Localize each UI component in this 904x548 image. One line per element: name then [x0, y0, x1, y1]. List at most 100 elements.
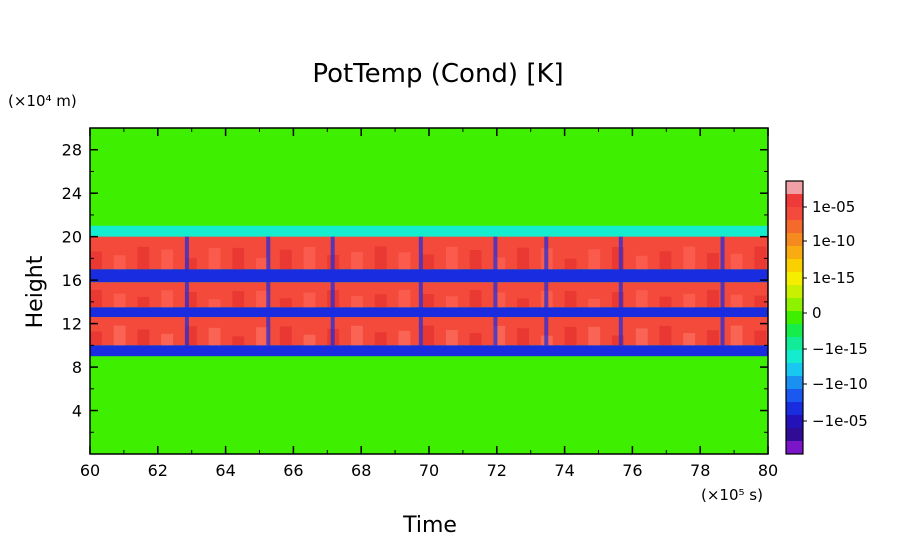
texture-strip — [588, 249, 601, 270]
texture-strip — [659, 325, 672, 346]
texture-strip — [137, 246, 150, 270]
texture-strip — [398, 252, 411, 270]
x-tick-label: 80 — [758, 461, 778, 480]
texture-strip — [374, 332, 387, 346]
layer-break — [493, 236, 498, 346]
texture-strip — [445, 296, 458, 308]
colorbar: 1e-05 1e-10 1e-15 0 −1e-15 −1e-10 −1e-05 — [785, 180, 868, 455]
x-tick-label: 70 — [419, 461, 439, 480]
texture-strip — [659, 296, 672, 308]
texture-strip — [612, 247, 624, 270]
band-blue-band-2 — [90, 307, 768, 318]
layer-break — [266, 236, 271, 346]
colorbar-swatch — [786, 246, 803, 260]
colorbar-swatch — [786, 428, 803, 442]
texture-strip — [588, 298, 601, 308]
x-tick-label: 66 — [283, 461, 303, 480]
colorbar-swatch — [786, 233, 803, 247]
x-tick-label: 74 — [554, 461, 574, 480]
colorbar-label: 1e-05 — [812, 198, 855, 216]
layer-break — [618, 236, 623, 346]
texture-strip — [398, 330, 411, 346]
texture-strip — [256, 257, 268, 270]
texture-strip — [90, 331, 102, 346]
texture-strip — [232, 291, 245, 308]
texture-strip — [90, 251, 102, 270]
texture-strip — [303, 292, 316, 308]
texture-strip — [754, 330, 767, 346]
colorbar-swatch — [786, 415, 803, 429]
y-tick-label: 28 — [62, 141, 82, 160]
texture-strip — [683, 246, 696, 270]
texture-strip — [754, 246, 767, 270]
texture-strip — [445, 246, 458, 270]
x-axis-label: Time — [402, 513, 457, 538]
texture-strip — [351, 296, 363, 308]
layer-break — [184, 236, 189, 346]
colorbar-label: 0 — [812, 304, 822, 322]
x-tick-label: 78 — [690, 461, 710, 480]
chart-title: PotTemp (Cond) [K] — [312, 59, 563, 89]
texture-strip — [659, 251, 672, 270]
texture-strip — [374, 294, 387, 308]
texture-strip — [469, 250, 482, 270]
colorbar-swatch — [786, 363, 803, 377]
y-tick-label: 12 — [62, 315, 82, 334]
axes: 60 62 64 66 68 70 72 74 76 78 80 4 8 12 16 20 24 28 — [62, 127, 778, 480]
texture-strip — [303, 246, 316, 270]
texture-strip — [612, 335, 624, 346]
texture-strip — [517, 328, 530, 346]
colorbar-label: −1e-05 — [812, 412, 868, 430]
texture-strip — [706, 253, 719, 270]
plot-area — [90, 128, 768, 454]
texture-strip — [517, 298, 530, 308]
texture-strip — [232, 247, 245, 270]
colorbar-swatch — [786, 324, 803, 338]
texture-strip — [730, 253, 743, 270]
texture-strip — [635, 290, 648, 308]
texture-strip — [374, 246, 387, 270]
texture-strip — [706, 289, 719, 308]
texture-strip — [422, 254, 435, 270]
texture-strip — [208, 327, 221, 346]
texture-strip — [161, 290, 174, 308]
texture-strip — [184, 326, 197, 346]
colorbar-swatch — [786, 194, 803, 208]
layer-break — [720, 236, 725, 346]
colorbar-label: −1e-10 — [812, 375, 868, 393]
colorbar-label: 1e-10 — [812, 232, 855, 250]
colorbar-swatch — [786, 311, 803, 325]
x-axis-unit: (×10⁵ s) — [701, 486, 763, 504]
x-tick-label: 76 — [622, 461, 642, 480]
colorbar-swatch — [786, 298, 803, 312]
texture-strip — [422, 294, 435, 308]
texture-strip — [564, 258, 577, 270]
colorbar-swatch — [786, 376, 803, 390]
layer-break — [418, 236, 423, 346]
texture-strip — [256, 290, 268, 308]
colorbar-swatch — [786, 285, 803, 299]
x-tick-label: 72 — [487, 461, 507, 480]
layer-break — [544, 236, 549, 346]
texture-strip — [161, 333, 174, 346]
colorbar-swatch — [786, 181, 803, 195]
texture-strip — [422, 325, 435, 346]
y-axis-unit: (×10⁴ m) — [8, 92, 77, 110]
colorbar-swatch — [786, 337, 803, 351]
texture-strip — [351, 251, 363, 270]
texture-strip — [493, 257, 506, 270]
colorbar-swatch — [786, 402, 803, 416]
colorbar-label: −1e-15 — [812, 340, 868, 358]
colorbar-swatch — [786, 389, 803, 403]
x-tick-label: 68 — [351, 461, 371, 480]
texture-strip — [113, 293, 126, 308]
y-tick-label: 4 — [72, 402, 82, 421]
band-blue-band-1 — [90, 269, 768, 283]
texture-strip — [635, 328, 648, 346]
texture-strip — [137, 329, 150, 346]
texture-strip — [208, 299, 221, 308]
y-tick-label: 8 — [72, 358, 82, 377]
x-tick-label: 62 — [148, 461, 168, 480]
band-lower-blue-fringe — [90, 345, 768, 357]
